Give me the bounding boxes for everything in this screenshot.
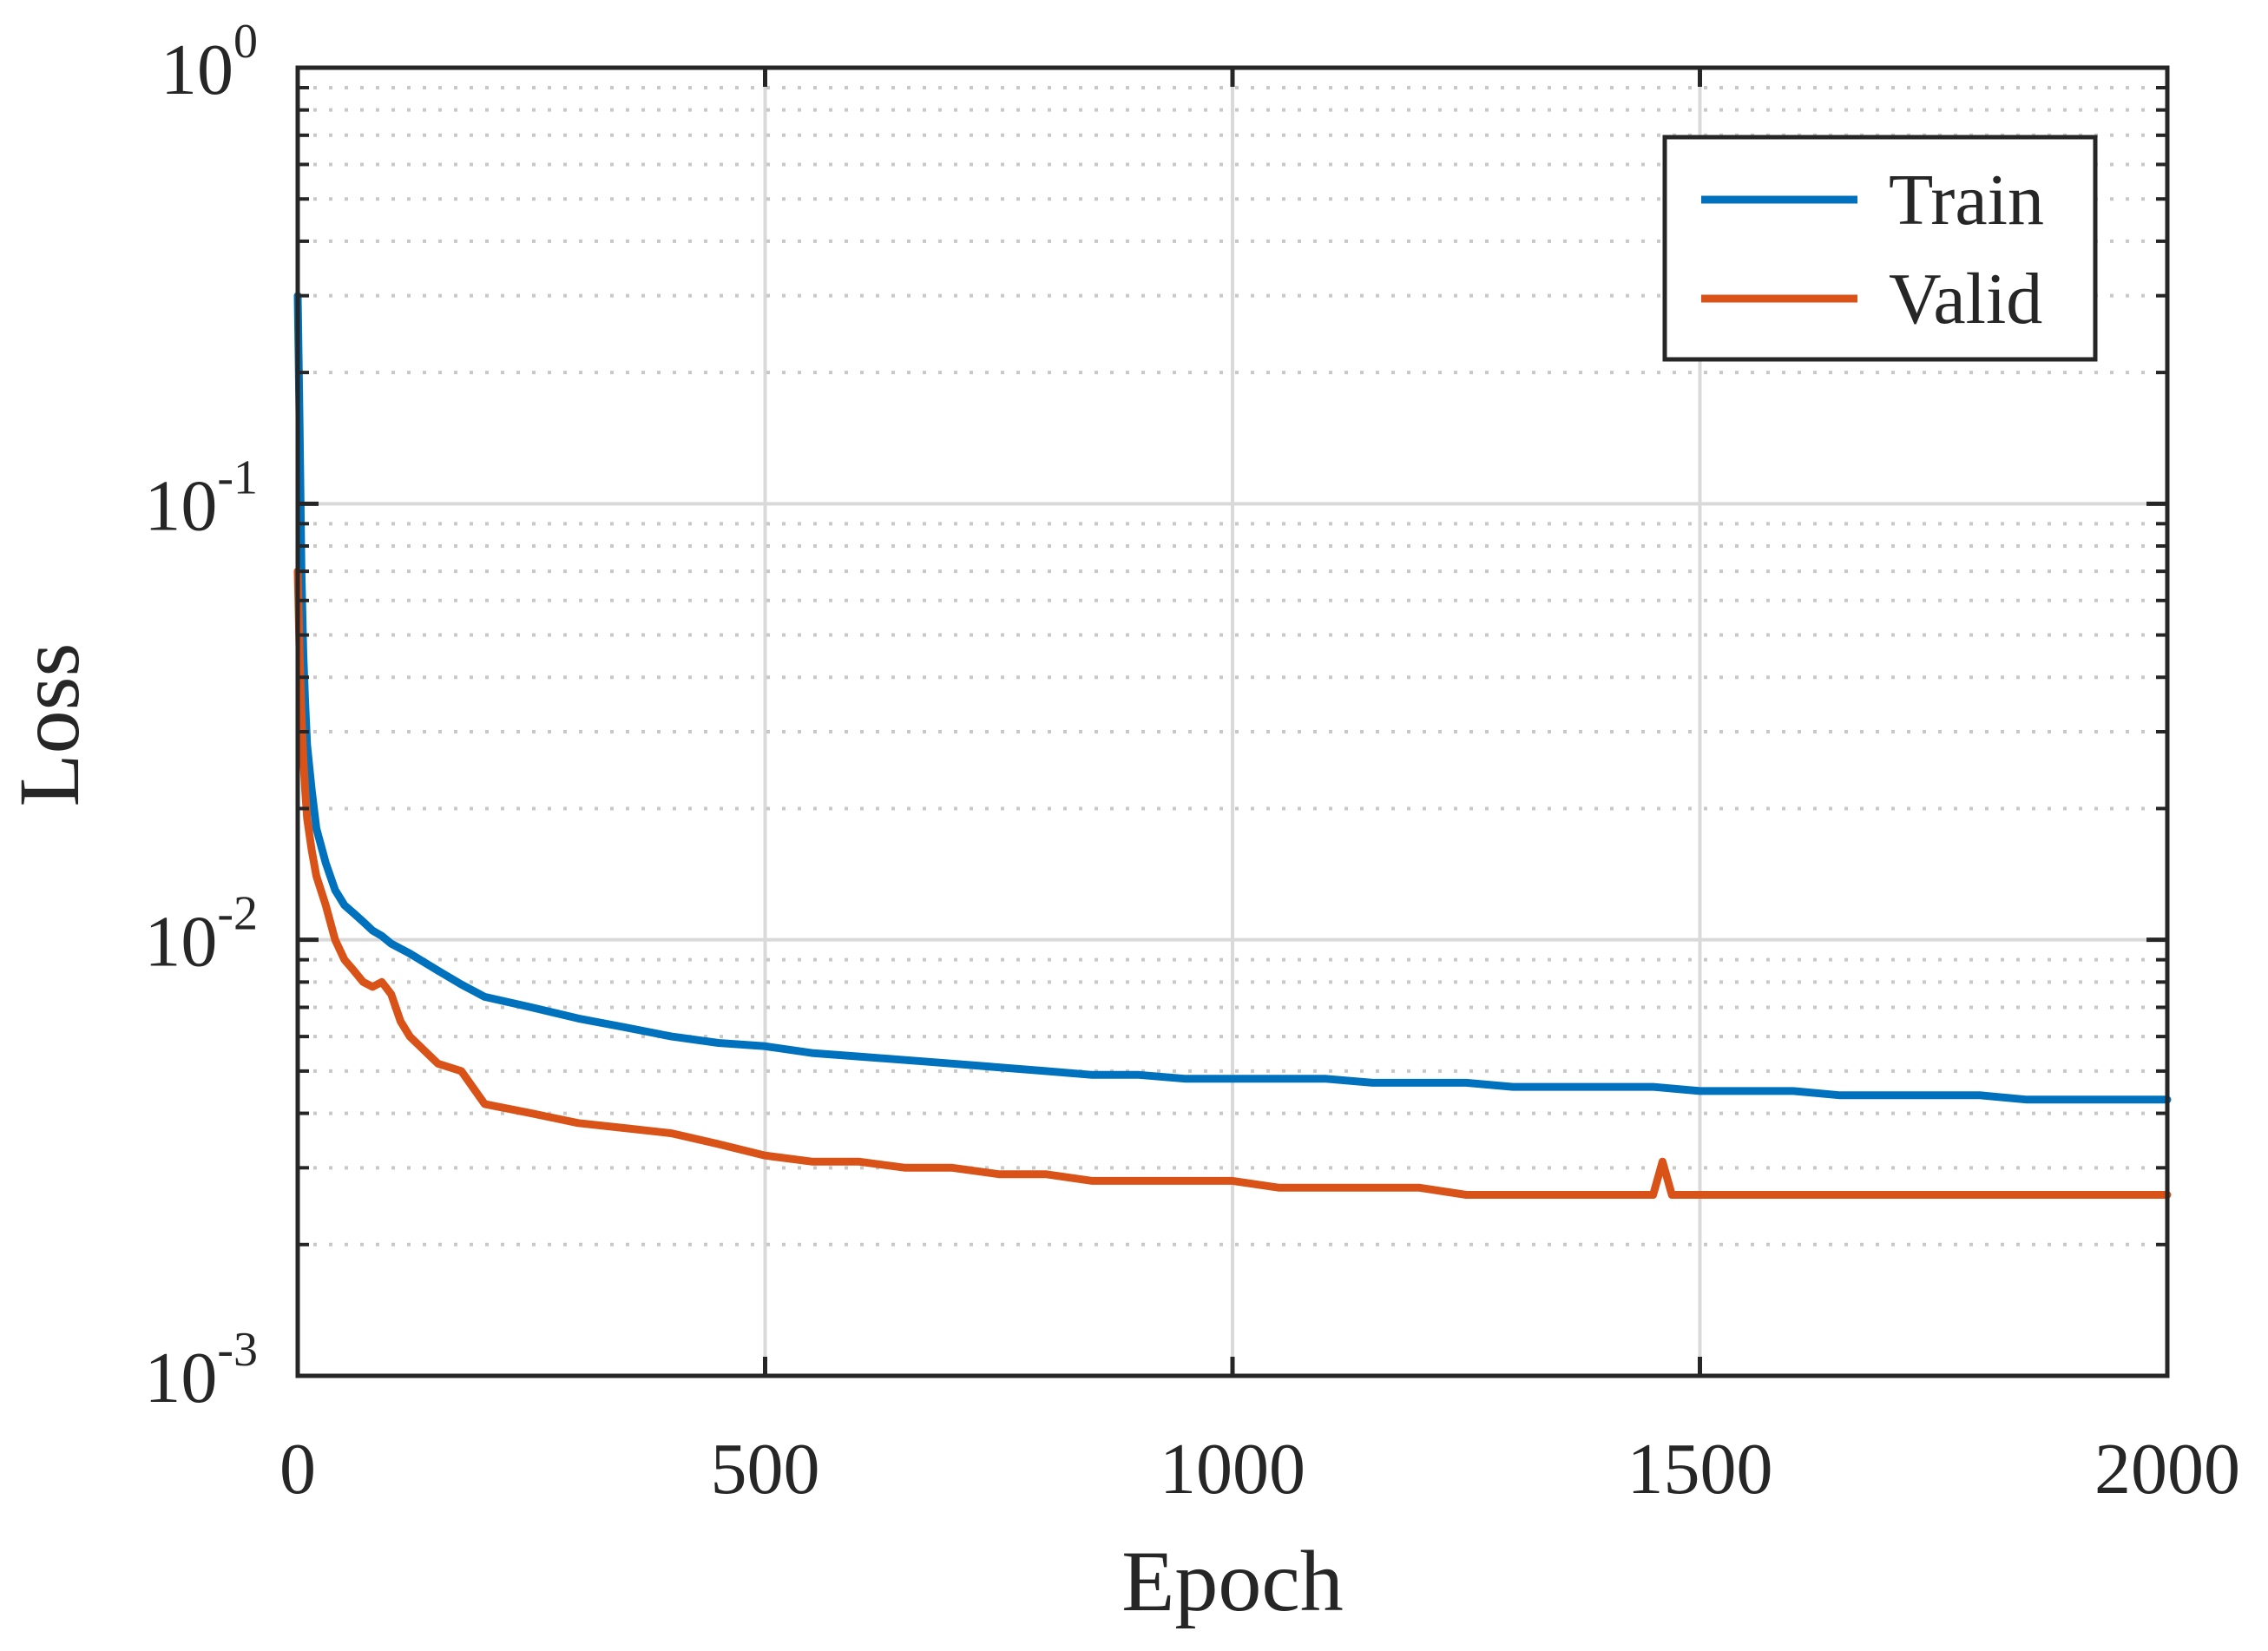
legend-label-valid: Valid bbox=[1889, 259, 2042, 339]
x-tick-label: 1000 bbox=[1160, 1429, 1305, 1510]
x-tick-label: 0 bbox=[279, 1429, 316, 1510]
legend: Train Valid bbox=[1662, 135, 2098, 362]
series-line-train bbox=[293, 292, 2172, 1104]
x-tick-label: 2000 bbox=[2094, 1429, 2240, 1510]
series-lines bbox=[293, 292, 2172, 1199]
y-tick-label: 10-3 bbox=[144, 1323, 258, 1418]
x-tick-label: 1500 bbox=[1627, 1429, 1773, 1510]
y-tick-label: 10-2 bbox=[144, 887, 258, 983]
x-axis-label: Epoch bbox=[1121, 1533, 1343, 1629]
axis-ticks bbox=[295, 65, 2170, 1378]
y-axis-label: Loss bbox=[1, 643, 97, 807]
legend-label-train: Train bbox=[1889, 160, 2044, 240]
legend-box bbox=[1662, 135, 2098, 362]
series-line-valid bbox=[293, 567, 2172, 1199]
x-tick-label: 500 bbox=[711, 1429, 820, 1510]
y-tick-label: 100 bbox=[161, 15, 258, 110]
y-tick-labels: 100 10-1 10-2 10-3 bbox=[144, 15, 258, 1418]
x-tick-labels: 0 500 1000 1500 2000 bbox=[279, 1429, 2240, 1510]
y-tick-label: 10-1 bbox=[144, 451, 258, 546]
